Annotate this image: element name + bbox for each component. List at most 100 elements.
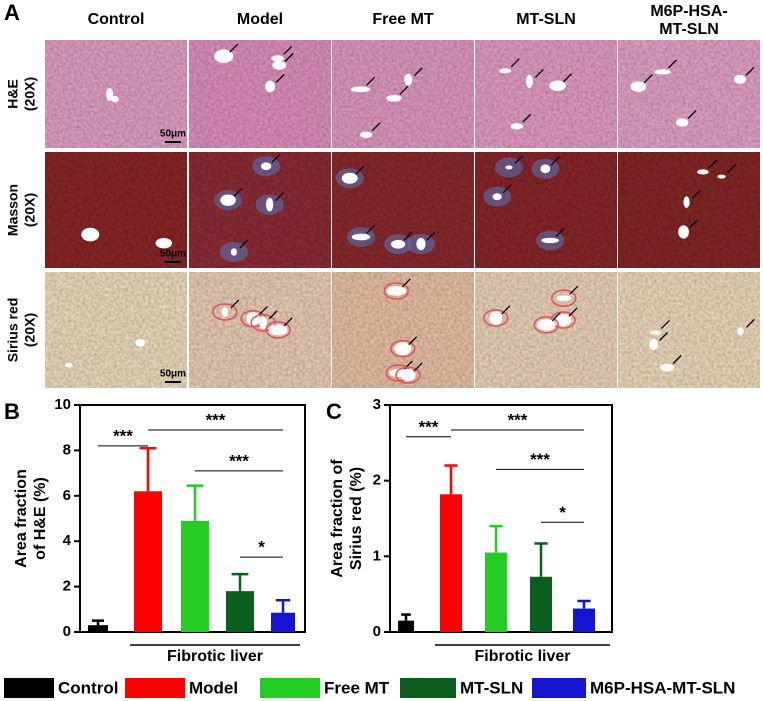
legend-label: MT-SLN: [460, 678, 523, 697]
y-axis-label: Area fraction: [13, 469, 30, 568]
vessel: [341, 172, 358, 184]
vessel: [416, 237, 426, 251]
vessel: [268, 324, 288, 336]
fibrosis: [551, 289, 577, 307]
vessel: [259, 316, 267, 330]
arrow: [366, 224, 376, 234]
arrow: [514, 154, 524, 164]
significance-label: ***: [113, 426, 133, 445]
fibrosis: [389, 339, 416, 358]
vessel: [717, 174, 726, 179]
arrow: [501, 305, 511, 315]
histology-grid: [45, 40, 760, 388]
bar: [134, 491, 162, 632]
column-header: M6P-HSA-: [650, 3, 727, 20]
vessel: [733, 74, 747, 84]
bar: [226, 591, 254, 632]
histology-image: [618, 152, 760, 268]
y-tick-label: 0: [373, 623, 381, 640]
arrow: [551, 312, 561, 322]
vessel: [111, 95, 119, 103]
arrow: [672, 355, 682, 364]
histology-image: [618, 272, 760, 388]
y-tick-label: 8: [63, 441, 71, 458]
panel-label: A: [4, 0, 20, 25]
arrow: [568, 307, 578, 317]
bar: [398, 620, 414, 632]
vessel: [220, 194, 236, 206]
bar: [440, 494, 462, 632]
vessel: [351, 233, 371, 241]
arrow: [687, 109, 697, 119]
arrow: [727, 164, 737, 174]
vessel: [386, 286, 407, 296]
row-label: (20X): [22, 313, 38, 347]
column-header: MT-SLN: [659, 21, 719, 38]
histology-image: [45, 272, 187, 388]
arrow: [268, 310, 278, 320]
vessel: [683, 196, 690, 208]
arrow: [283, 45, 293, 55]
arrow: [229, 43, 239, 53]
row-label: Sirius red: [5, 298, 21, 363]
vessel: [660, 363, 675, 372]
legend-label: Control: [58, 678, 118, 697]
column-header: Control: [88, 11, 145, 28]
fibrosis: [383, 282, 410, 300]
row-label: Masson: [5, 184, 21, 236]
y-tick-label: 3: [373, 396, 381, 413]
arrow: [668, 59, 678, 69]
vessel: [214, 49, 234, 64]
y-tick-label: 2: [373, 472, 381, 489]
vessel: [510, 123, 524, 130]
arrow: [239, 239, 249, 249]
histology-image: [618, 40, 760, 148]
scale-bar-label: 50μm: [160, 129, 186, 140]
vessel: [272, 60, 287, 70]
arrow: [563, 73, 572, 83]
arrow: [660, 320, 670, 330]
arrow: [522, 113, 532, 123]
panel-label: C: [326, 399, 342, 424]
row-label: (20X): [22, 77, 38, 111]
fibrosis: [550, 311, 576, 329]
group-label: Fibrotic liver: [167, 648, 263, 665]
arrow: [258, 306, 268, 316]
vessel: [386, 94, 402, 102]
bar: [485, 552, 507, 632]
y-axis-label: of H&E (%): [32, 477, 49, 560]
vessel: [678, 225, 689, 239]
legend-swatch: [125, 678, 185, 698]
vessel: [499, 68, 512, 74]
vessel: [65, 362, 73, 368]
bar: [271, 612, 295, 632]
y-tick-label: 4: [63, 532, 72, 549]
vessel: [650, 330, 661, 335]
vessel: [230, 248, 237, 256]
vessel: [537, 319, 556, 331]
vessel: [554, 314, 572, 326]
arrow: [233, 187, 243, 197]
arrow: [275, 192, 285, 202]
arrow: [399, 85, 409, 95]
arrow: [366, 76, 375, 86]
vessel: [648, 338, 659, 351]
arrow: [510, 58, 520, 68]
vessel: [737, 327, 744, 336]
vessel: [81, 227, 100, 242]
fibrosis: [395, 366, 421, 384]
arrow: [408, 336, 418, 346]
vessel: [260, 162, 272, 171]
fibrosis: [265, 321, 291, 339]
vessel: [350, 86, 371, 93]
arrow: [534, 68, 544, 78]
row-label: H&E: [5, 79, 21, 109]
arrow: [659, 332, 669, 341]
y-tick-label: 0: [63, 623, 71, 640]
vessel: [390, 239, 406, 249]
vessel: [489, 310, 503, 325]
arrow: [355, 165, 365, 175]
y-tick-label: 1: [373, 547, 381, 564]
arrow: [745, 66, 755, 76]
